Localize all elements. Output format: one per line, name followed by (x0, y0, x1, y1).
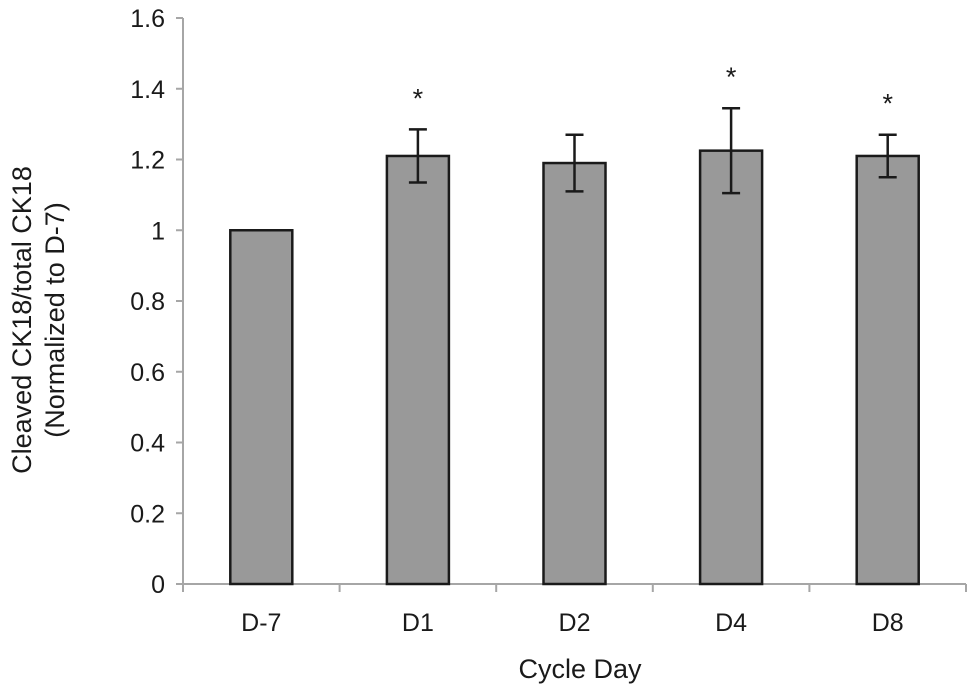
x-tick-label: D4 (715, 609, 747, 637)
x-tick-label: D-7 (241, 609, 281, 637)
error-bars (252, 106, 897, 232)
x-tick-label: D1 (402, 609, 434, 637)
significance-markers: * * * (413, 62, 894, 119)
y-tick-label: 0.2 (130, 500, 165, 528)
significance-asterisk-D4: * (726, 62, 737, 92)
y-tick-label: 1.4 (130, 76, 165, 104)
y-tick-label: 0.4 (130, 430, 165, 458)
bar-D-7 (229, 229, 294, 586)
bars (229, 149, 920, 586)
significance-asterisk-D1: * (413, 83, 424, 113)
y-tick-label: 1.2 (130, 147, 165, 175)
significance-asterisk-D8: * (882, 89, 893, 119)
y-axis: 0 0.2 0.4 0.6 0.8 1 1.2 1.4 1.6 (130, 5, 184, 599)
bar-D2 (542, 161, 607, 586)
bar-D4 (698, 149, 764, 586)
x-tick-label: D2 (559, 609, 591, 637)
y-tick-label: 0 (151, 571, 165, 599)
x-axis-title: Cycle Day (518, 654, 642, 684)
y-axis-title: Cleaved CK18/total CK18 (Normalized to D… (7, 166, 70, 474)
x-axis: D-7 D1 D2 D4 D8 (182, 583, 967, 637)
y-tick-label: 1.6 (130, 5, 165, 33)
x-tick-label: D8 (872, 609, 904, 637)
bar-D1 (385, 154, 451, 586)
y-tick-label: 0.8 (130, 288, 165, 316)
y-axis-title-line-1: Cleaved CK18/total CK18 (7, 166, 37, 474)
y-axis-title-line-2: (Normalized to D-7) (40, 202, 70, 438)
y-tick-label: 1 (151, 217, 165, 245)
y-tick-label: 0.6 (130, 359, 165, 387)
bar-D8 (855, 154, 920, 586)
